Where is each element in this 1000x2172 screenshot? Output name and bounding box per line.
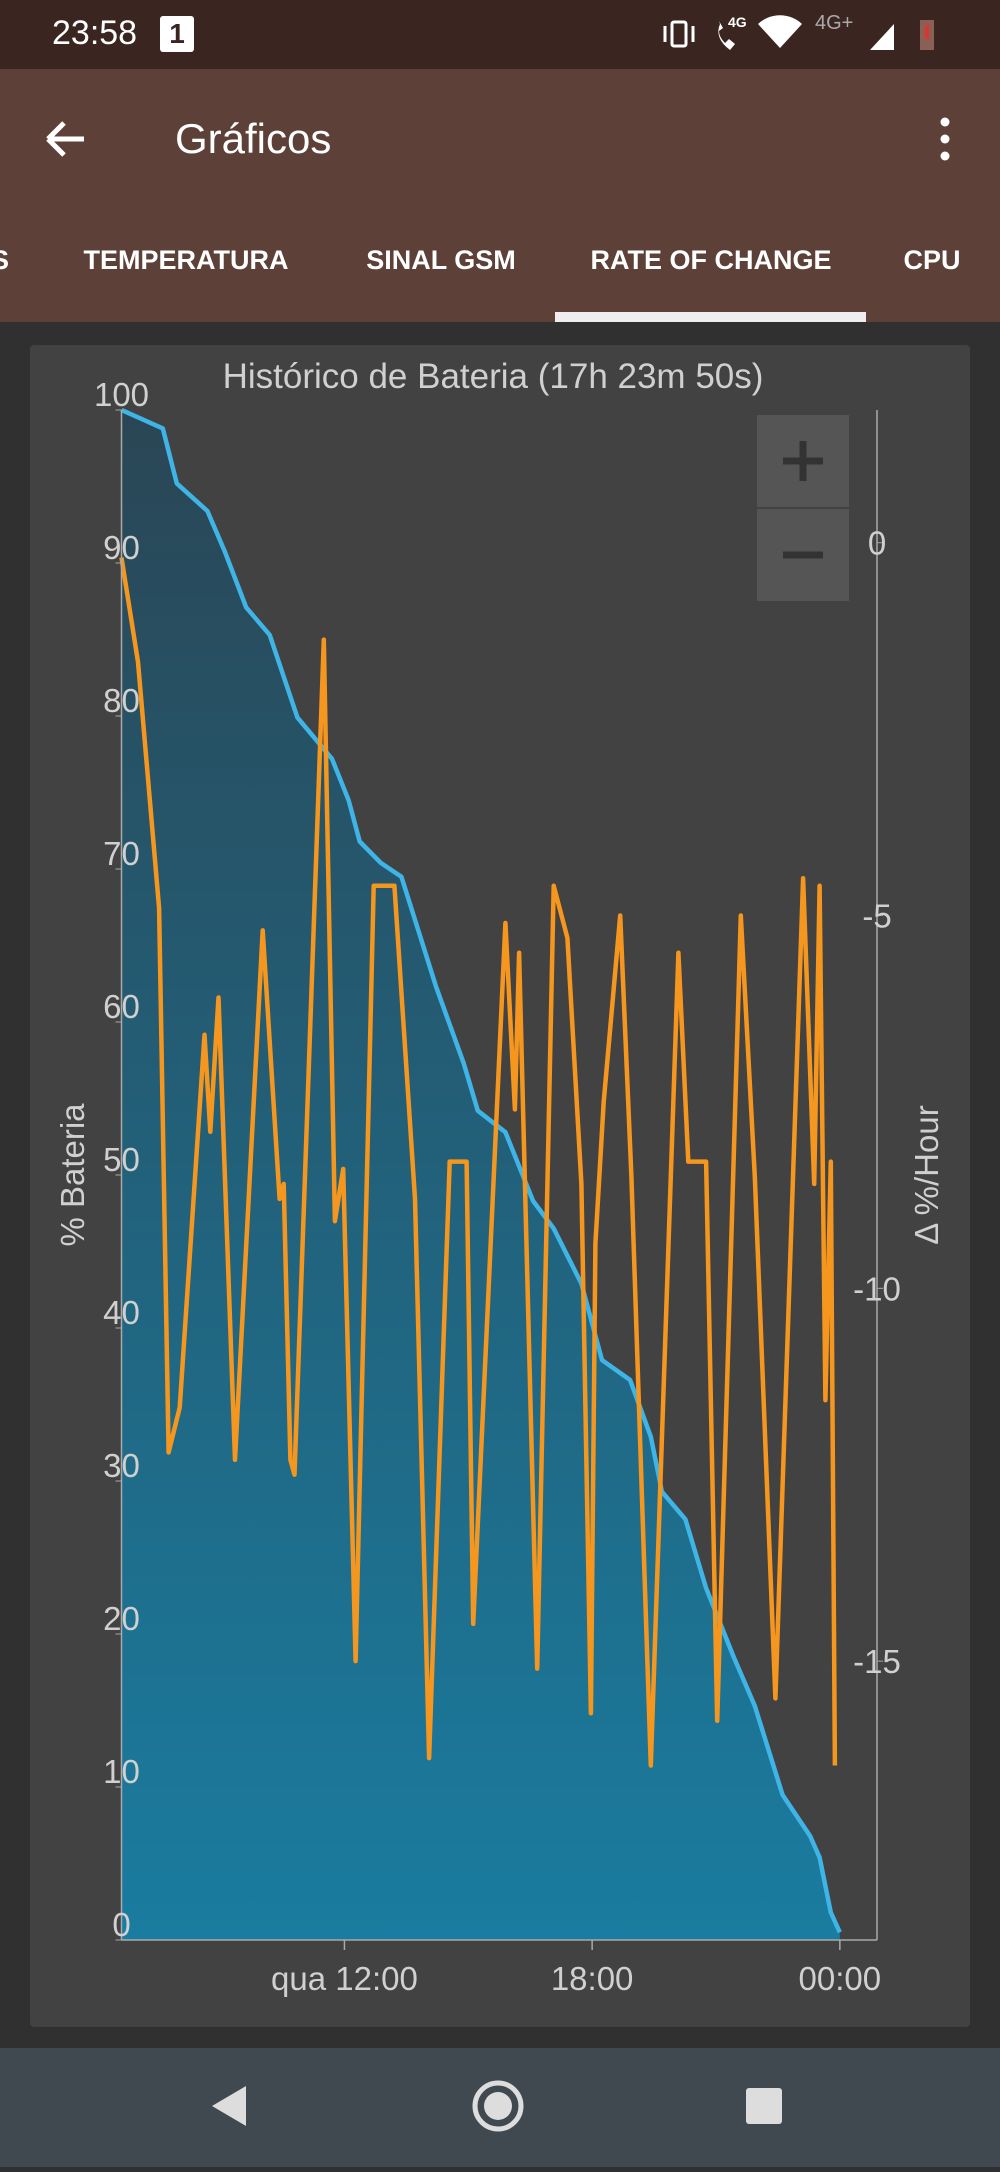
network-label: 4G+ bbox=[815, 12, 854, 34]
navigation-bar bbox=[0, 2048, 1000, 2167]
y-tick-label: 70 bbox=[103, 835, 140, 872]
y2-tick-label: -10 bbox=[853, 1270, 901, 1307]
clock: 23:58 bbox=[52, 14, 138, 52]
menu-button[interactable] bbox=[930, 114, 960, 164]
y-axis-label: % Bateria bbox=[54, 1103, 91, 1247]
line bbox=[120, 407, 842, 1934]
status-bar: 23:58 1 4G 4G+ bbox=[0, 0, 1000, 69]
tab[interactable]: SINAL GSM bbox=[366, 245, 516, 275]
y-tick-label: 60 bbox=[103, 988, 140, 1025]
x-tick-label: 00:00 bbox=[799, 1960, 882, 1997]
y2-tick-label: -5 bbox=[862, 898, 891, 935]
app-title: Gráficos bbox=[175, 115, 332, 162]
tab-indicator bbox=[555, 312, 866, 322]
nav-recents[interactable] bbox=[746, 2088, 782, 2124]
nav-back[interactable] bbox=[212, 2086, 246, 2126]
status-icons bbox=[663, 15, 934, 50]
y-tick-label: 0 bbox=[112, 1906, 130, 1943]
app-bar: Gráficos bbox=[0, 69, 1000, 207]
area bbox=[121, 410, 840, 1940]
nav-home[interactable] bbox=[472, 2080, 524, 2132]
y2-tick-label: -15 bbox=[853, 1643, 901, 1680]
tab[interactable]: TEMPERATURA bbox=[83, 245, 289, 275]
y-tick-label: 30 bbox=[103, 1447, 140, 1484]
tab[interactable]: CPU bbox=[903, 245, 961, 275]
x-tick-label: qua 12:00 bbox=[271, 1960, 418, 1997]
y-tick-label: 40 bbox=[103, 1294, 140, 1331]
chart: Histórico de Bateria (17h 23m 50s) % Bat… bbox=[54, 357, 945, 1997]
y-tick-label: 100 bbox=[94, 376, 149, 413]
y2-axis-label: Δ %/Hour bbox=[908, 1105, 945, 1244]
zoom-controls bbox=[757, 415, 849, 601]
y-tick-label: 90 bbox=[103, 529, 140, 566]
back-button[interactable] bbox=[40, 114, 90, 164]
chart-title: Histórico de Bateria (17h 23m 50s) bbox=[223, 357, 764, 396]
notification-icon: 1 bbox=[160, 16, 194, 52]
y-tick-label: 80 bbox=[103, 682, 140, 719]
network-label: 4G bbox=[728, 14, 747, 30]
x-tick-label: 18:00 bbox=[551, 1960, 634, 1997]
y2-tick-label: 0 bbox=[868, 525, 886, 562]
tab[interactable]: S bbox=[0, 245, 9, 276]
tab-bar: S TEMPERATURA SINAL GSM RATE OF CHANGE C… bbox=[0, 207, 1000, 322]
y-tick-label: 10 bbox=[103, 1753, 140, 1790]
tab[interactable]: RATE OF CHANGE bbox=[590, 245, 832, 275]
y-tick-label: 50 bbox=[103, 1141, 140, 1178]
y-tick-label: 20 bbox=[103, 1600, 140, 1637]
nav-buttons bbox=[212, 2080, 782, 2132]
line bbox=[119, 557, 838, 1768]
